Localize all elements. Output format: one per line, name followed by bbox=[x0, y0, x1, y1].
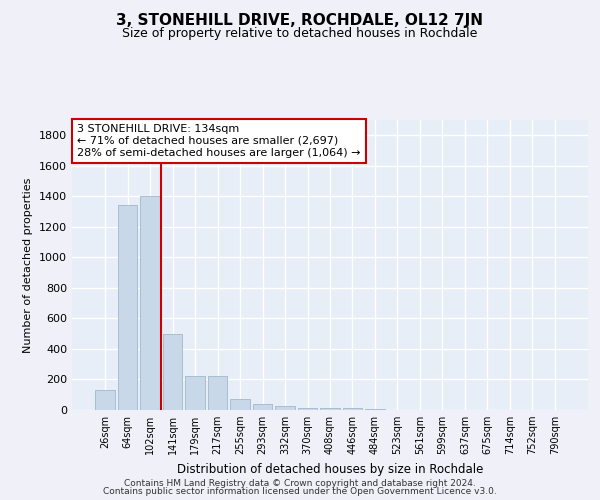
Bar bbox=[163, 334, 182, 410]
Bar bbox=[140, 196, 160, 410]
Bar bbox=[298, 408, 317, 410]
Bar bbox=[253, 404, 272, 410]
Text: 3, STONEHILL DRIVE, ROCHDALE, OL12 7JN: 3, STONEHILL DRIVE, ROCHDALE, OL12 7JN bbox=[116, 12, 484, 28]
Bar bbox=[208, 376, 227, 410]
X-axis label: Distribution of detached houses by size in Rochdale: Distribution of detached houses by size … bbox=[177, 462, 483, 475]
Bar bbox=[320, 408, 340, 410]
Bar bbox=[95, 390, 115, 410]
Bar bbox=[230, 398, 250, 410]
Bar bbox=[365, 409, 385, 410]
Bar bbox=[343, 408, 362, 410]
Bar bbox=[185, 376, 205, 410]
Text: 3 STONEHILL DRIVE: 134sqm
← 71% of detached houses are smaller (2,697)
28% of se: 3 STONEHILL DRIVE: 134sqm ← 71% of detac… bbox=[77, 124, 361, 158]
Text: Contains HM Land Registry data © Crown copyright and database right 2024.: Contains HM Land Registry data © Crown c… bbox=[124, 478, 476, 488]
Text: Size of property relative to detached houses in Rochdale: Size of property relative to detached ho… bbox=[122, 28, 478, 40]
Y-axis label: Number of detached properties: Number of detached properties bbox=[23, 178, 34, 352]
Text: Contains public sector information licensed under the Open Government Licence v3: Contains public sector information licen… bbox=[103, 487, 497, 496]
Bar bbox=[275, 406, 295, 410]
Bar bbox=[118, 206, 137, 410]
